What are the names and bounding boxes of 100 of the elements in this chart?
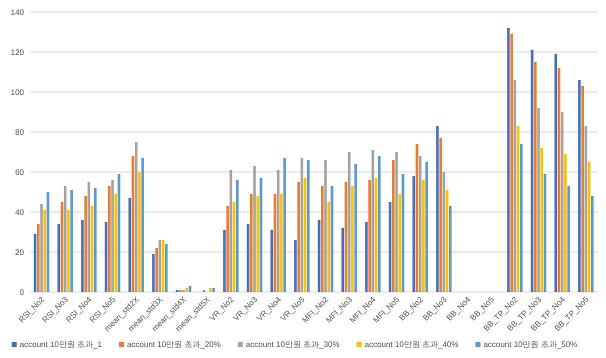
y-tick-label: 40 [15,208,25,217]
bar [318,220,320,292]
bar [436,126,439,292]
bar [46,192,50,292]
y-tick-label: 60 [15,168,25,177]
bar [134,142,138,292]
bar [324,160,327,292]
bar [590,196,594,292]
bar [584,126,588,292]
bar [348,152,351,292]
bar [321,186,324,292]
bar [128,198,132,292]
y-tick-label: 0 [20,288,25,297]
legend-label: account 10만원 초과_40% [364,340,458,349]
bar [540,148,544,292]
bar [372,150,374,292]
bar [558,68,560,292]
bar [104,222,108,292]
y-tick-label: 80 [15,128,25,137]
bar [226,206,229,292]
bar [567,186,570,292]
bar [442,172,446,292]
bar [141,158,144,292]
bar [344,182,348,292]
bar [60,202,64,292]
bar [425,162,428,292]
bar [64,186,67,292]
bar [246,224,250,292]
bar [588,162,590,292]
bar [138,172,141,292]
bar [209,288,212,292]
bar [43,210,46,292]
bar [297,182,300,292]
bar [294,240,297,292]
bar [236,180,239,292]
bar [374,178,378,292]
bar [516,126,520,292]
bar [256,196,260,292]
bar [554,54,558,292]
bar [418,156,422,292]
bar [520,144,523,292]
bar [94,188,97,292]
bar [260,178,262,292]
bar [422,180,425,292]
bar [274,194,276,292]
bar [185,288,188,292]
bar [114,194,118,292]
bar [276,170,280,292]
bar [378,156,381,292]
bar [253,166,256,292]
bar [81,220,84,292]
bar [34,234,36,292]
bar [398,194,402,292]
bar [395,152,398,292]
bar [388,202,392,292]
bar [280,194,283,292]
y-tick-label: 20 [15,248,25,257]
bar [164,244,168,292]
bar [37,224,40,292]
bar [560,112,564,292]
bar [365,222,368,292]
bar [578,80,581,292]
bar [118,174,120,292]
bar [232,202,236,292]
bar [534,62,537,292]
bar [327,202,330,292]
bar [88,182,90,292]
bar [507,28,510,292]
bar [162,240,164,292]
bar [70,190,73,292]
bar [300,158,304,292]
bar [283,158,286,292]
legend-label: account 10만원 초과_30% [246,340,340,349]
bar [446,190,448,292]
bar [223,230,226,292]
bar [402,174,404,292]
y-tick-label: 140 [10,8,25,17]
bar [341,228,344,292]
bar [158,240,162,292]
bar [351,186,354,292]
bar [212,288,215,292]
bar [368,180,371,292]
bar [250,194,253,292]
bar [510,34,513,292]
bar [108,186,111,292]
bar [90,206,94,292]
bar [306,160,310,292]
bar [84,196,87,292]
bar [304,178,306,292]
y-tick-label: 120 [10,48,25,57]
bar [416,144,418,292]
bar [330,186,334,292]
y-tick-label: 100 [10,88,25,97]
bar [537,108,540,292]
bar [67,210,70,292]
legend-label: account 10만원 초과_50% [483,340,578,349]
bar [152,254,155,292]
legend-label: account 10만원 초과_1 [20,340,103,349]
bar [392,160,395,292]
bar [132,156,134,292]
